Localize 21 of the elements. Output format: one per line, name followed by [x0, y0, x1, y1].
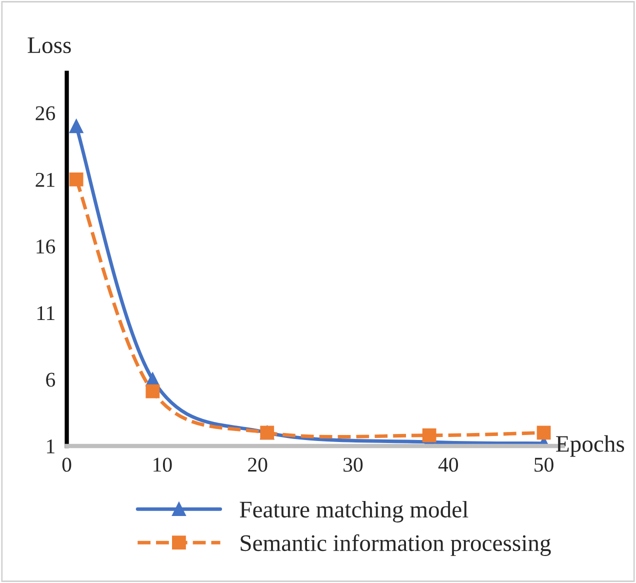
- y-tick-label: 11: [37, 306, 54, 320]
- y-tick-label: 21: [36, 172, 54, 187]
- point: [69, 172, 84, 186]
- x-tick-label: 50: [534, 458, 554, 472]
- y-tick-label: 26: [36, 106, 56, 120]
- point: [422, 428, 436, 442]
- point: [69, 119, 84, 134]
- x-tick-label: 30: [344, 458, 363, 472]
- x-tick-label: 0: [62, 458, 72, 472]
- legend-label: Feature matching model: [240, 500, 468, 522]
- y-tick-label: 1: [47, 439, 54, 454]
- point: [146, 384, 160, 398]
- x-tick-label: 20: [248, 458, 268, 472]
- x-tick-label: 40: [438, 458, 458, 472]
- x-axis-title: Epochs: [556, 435, 624, 457]
- legend-label: Semantic information processing: [240, 534, 551, 556]
- x-tick-label: 10: [154, 458, 172, 472]
- y-axis-title: Loss: [28, 37, 71, 54]
- point: [536, 426, 551, 440]
- y-tick-label: 16: [36, 240, 56, 254]
- y-tick-label: 6: [46, 372, 56, 387]
